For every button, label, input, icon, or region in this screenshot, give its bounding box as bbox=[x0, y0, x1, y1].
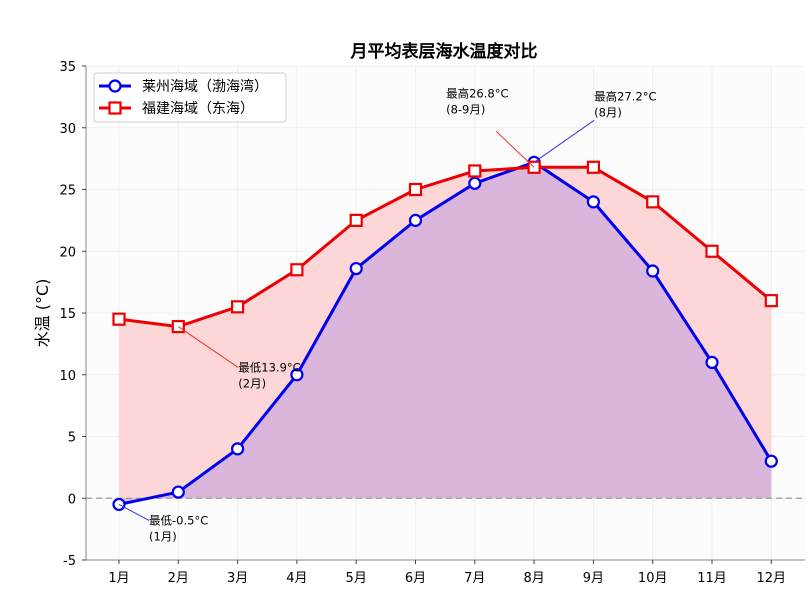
data-point-circle bbox=[468, 176, 482, 190]
data-point-square bbox=[112, 312, 126, 326]
x-tick-label: 2月 bbox=[168, 571, 189, 586]
legend-marker-circle bbox=[108, 79, 122, 93]
annotation-text: 最低13.9°C bbox=[238, 361, 300, 375]
data-point-square bbox=[468, 164, 482, 178]
data-point-circle bbox=[586, 195, 601, 209]
data-point-circle bbox=[231, 442, 245, 456]
y-tick-label: 30 bbox=[59, 122, 76, 137]
y-tick-label: 0 bbox=[68, 492, 76, 507]
series-fill-0 bbox=[119, 162, 772, 505]
annotation-text: (8-9月) bbox=[446, 102, 485, 116]
data-point-square bbox=[231, 300, 245, 314]
data-point-circle bbox=[349, 261, 363, 276]
y-axis-label: 水温 (°C) bbox=[33, 279, 52, 348]
x-tick-label: 4月 bbox=[286, 571, 307, 586]
x-tick-label: 10月 bbox=[638, 571, 668, 586]
data-point-circle bbox=[705, 355, 719, 369]
data-point-square bbox=[646, 195, 660, 209]
x-tick-label: 12月 bbox=[757, 571, 787, 586]
area-fills bbox=[119, 162, 772, 505]
data-point-square bbox=[764, 294, 778, 308]
annotation-arrow bbox=[533, 119, 595, 163]
y-tick-label: 20 bbox=[59, 245, 76, 260]
chart-title: 月平均表层海水温度对比 bbox=[350, 41, 538, 62]
series-lines bbox=[112, 155, 778, 512]
x-tick-label: 11月 bbox=[697, 571, 727, 586]
y-tick-label: 5 bbox=[68, 431, 76, 446]
x-tick-label: 1月 bbox=[108, 571, 129, 586]
data-point-square bbox=[349, 213, 363, 227]
legend-label-0: 莱州海域（渤海湾） bbox=[142, 78, 268, 95]
legend: 莱州海域（渤海湾） 福建海域（东海） bbox=[93, 72, 287, 123]
x-tick-label: 9月 bbox=[583, 571, 604, 586]
y-tick-label: 25 bbox=[59, 184, 76, 199]
x-tick-label: 3月 bbox=[227, 571, 248, 586]
y-tick-label: 10 bbox=[59, 369, 76, 384]
annotation-text: (2月) bbox=[238, 377, 266, 391]
data-point-square bbox=[290, 263, 304, 277]
series-line-1 bbox=[118, 165, 773, 329]
annotation-arrow bbox=[118, 503, 150, 521]
data-point-circle bbox=[290, 368, 304, 382]
data-point-circle bbox=[171, 485, 185, 499]
y-tick-label: 35 bbox=[59, 60, 76, 75]
annotation-arrow bbox=[178, 326, 239, 368]
annotation-text: 最高27.2°C bbox=[594, 89, 656, 103]
annotation-text: (1月) bbox=[149, 529, 177, 543]
x-tick-label: 8月 bbox=[523, 571, 544, 586]
legend-box bbox=[93, 72, 287, 123]
data-point-circle bbox=[764, 454, 778, 468]
data-point-square bbox=[408, 182, 423, 197]
x-tick-label: 7月 bbox=[464, 571, 485, 586]
data-point-square bbox=[705, 244, 719, 258]
legend-label-1: 福建海域（东海） bbox=[142, 101, 254, 117]
y-tick-label: 15 bbox=[59, 307, 76, 322]
data-point-circle bbox=[646, 264, 660, 278]
data-point-square bbox=[586, 160, 601, 174]
annotation-text: (8月) bbox=[594, 105, 622, 119]
series-line-0 bbox=[118, 160, 773, 506]
x-tick-label: 5月 bbox=[346, 571, 367, 586]
axes: -5 0 5 10 15 20 25 30 35 1月 2月 3月 4月 5月 6月 7月 8月 9月 10月 11月… bbox=[59, 60, 805, 586]
data-point-circle bbox=[408, 213, 423, 227]
x-tick-label: 6月 bbox=[405, 571, 426, 586]
annotation-arrow bbox=[495, 130, 535, 168]
annotations: 最低-0.5°C (1月) 最低13.9°C (2月) 最高26.8°C (8-9月) 最高… bbox=[118, 86, 656, 543]
legend-marker-square bbox=[108, 101, 122, 115]
annotation-text: 最低-0.5°C bbox=[149, 513, 208, 527]
annotation-text: 最高26.8°C bbox=[446, 86, 508, 100]
y-tick-label: -5 bbox=[63, 554, 76, 569]
